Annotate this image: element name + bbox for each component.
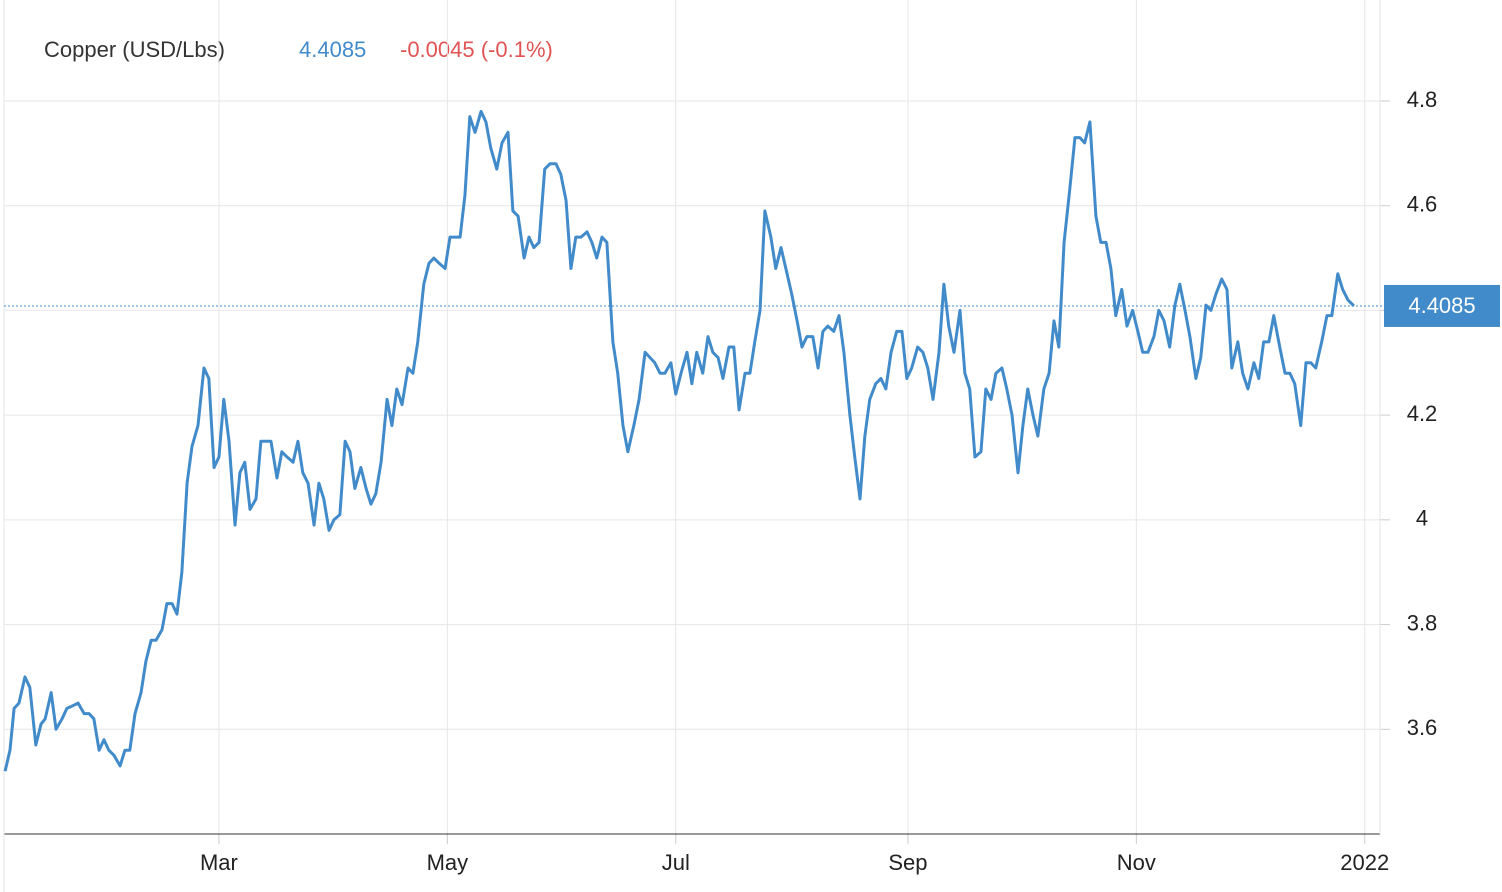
- last-value: 4.4085: [299, 37, 366, 62]
- last-value-box: [1384, 284, 1500, 327]
- x-tick-label: Nov: [1117, 850, 1156, 875]
- x-tick-label: 2022: [1340, 850, 1389, 875]
- x-tick-label: May: [427, 850, 469, 875]
- y-tick-label: 3.6: [1407, 715, 1438, 740]
- x-tick-label: Jul: [662, 850, 690, 875]
- x-tick-label: Mar: [200, 850, 238, 875]
- y-tick-label: 4.6: [1407, 192, 1438, 217]
- y-tick-label: 4: [1416, 506, 1428, 531]
- y-tick-label: 4.8: [1407, 87, 1438, 112]
- chart-title: Copper (USD/Lbs): [44, 37, 225, 62]
- x-tick-label: Sep: [888, 850, 927, 875]
- price-line: [3, 109, 1355, 772]
- last-value-box-label: 4.4085: [1408, 293, 1475, 318]
- y-tick-label: 3.8: [1407, 610, 1438, 635]
- y-tick-label: 4.2: [1407, 401, 1438, 426]
- change: -0.0045 (-0.1%): [400, 37, 553, 62]
